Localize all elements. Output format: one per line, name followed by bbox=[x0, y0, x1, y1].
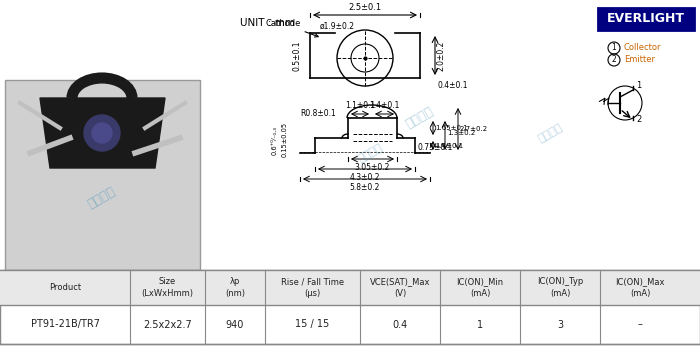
Text: 超毅电子: 超毅电子 bbox=[86, 185, 118, 211]
Text: ø1.9±0.2: ø1.9±0.2 bbox=[320, 22, 355, 31]
Text: IC(ON)_Min
(mA): IC(ON)_Min (mA) bbox=[456, 277, 503, 298]
Text: Collector: Collector bbox=[624, 44, 662, 53]
Text: Emitter: Emitter bbox=[624, 55, 655, 64]
Text: 超毅电子: 超毅电子 bbox=[536, 122, 564, 144]
Text: 15 / 15: 15 / 15 bbox=[295, 319, 330, 330]
Text: 1.65±0.1: 1.65±0.1 bbox=[435, 125, 468, 131]
Text: R0.8±0.1: R0.8±0.1 bbox=[300, 110, 336, 119]
Text: 0.5±0.1: 0.5±0.1 bbox=[293, 41, 302, 71]
Text: Product: Product bbox=[49, 283, 81, 292]
Text: 2: 2 bbox=[612, 55, 617, 64]
Text: 2: 2 bbox=[636, 116, 641, 125]
Text: PT91-21B/TR7: PT91-21B/TR7 bbox=[31, 319, 99, 330]
Text: Size
(LxWxHmm): Size (LxWxHmm) bbox=[141, 277, 193, 298]
Text: IC(ON)_Typ
(mA): IC(ON)_Typ (mA) bbox=[537, 277, 583, 298]
Text: –: – bbox=[638, 319, 643, 330]
Text: IC(ON)_Max
(mA): IC(ON)_Max (mA) bbox=[615, 277, 665, 298]
Text: 0.6⁺⁰⁄₋₀.₃: 0.6⁺⁰⁄₋₀.₃ bbox=[272, 127, 278, 156]
Text: UNIT : mm: UNIT : mm bbox=[240, 18, 295, 28]
Text: VCE(SAT)_Max
(V): VCE(SAT)_Max (V) bbox=[370, 277, 430, 298]
Text: λp
(nm): λp (nm) bbox=[225, 277, 245, 298]
Text: 5.8±0.2: 5.8±0.2 bbox=[350, 183, 380, 192]
Text: EVERLIGHT: EVERLIGHT bbox=[607, 13, 685, 25]
Text: 1: 1 bbox=[477, 319, 483, 330]
Bar bbox=[0, 270, 700, 344]
Text: 1: 1 bbox=[612, 44, 617, 53]
Text: 超毅电子: 超毅电子 bbox=[356, 142, 384, 164]
Bar bbox=[5, 80, 200, 270]
Text: 超毅电子: 超毅电子 bbox=[404, 105, 436, 131]
Text: 1.4±0.1: 1.4±0.1 bbox=[435, 143, 463, 149]
Text: Cathode: Cathode bbox=[265, 19, 318, 37]
Polygon shape bbox=[40, 98, 165, 168]
Text: 2.7±0.2: 2.7±0.2 bbox=[460, 126, 488, 132]
Text: 0.15±0.05: 0.15±0.05 bbox=[282, 121, 288, 157]
Text: 2.5x2x2.7: 2.5x2x2.7 bbox=[143, 319, 192, 330]
Bar bbox=[598, 8, 694, 30]
Text: 1.1±0.1: 1.1±0.1 bbox=[345, 101, 375, 110]
Text: 1.3±0.2: 1.3±0.2 bbox=[447, 130, 475, 136]
Text: 4.3±0.2: 4.3±0.2 bbox=[350, 173, 380, 182]
Circle shape bbox=[92, 123, 112, 143]
Text: 0.75±0.1: 0.75±0.1 bbox=[418, 142, 454, 151]
Circle shape bbox=[84, 115, 120, 151]
Bar bbox=[0, 270, 700, 305]
Text: 0.4: 0.4 bbox=[393, 319, 407, 330]
Text: 940: 940 bbox=[226, 319, 244, 330]
Text: 2.0±0.2: 2.0±0.2 bbox=[437, 41, 446, 71]
Text: 3.05±0.2: 3.05±0.2 bbox=[354, 163, 390, 172]
Text: 3: 3 bbox=[557, 319, 563, 330]
Text: 1: 1 bbox=[636, 81, 641, 90]
Text: 0.4±0.1: 0.4±0.1 bbox=[437, 81, 468, 90]
Text: 1.4±0.1: 1.4±0.1 bbox=[369, 101, 399, 110]
Text: Rise / Fall Time
(μs): Rise / Fall Time (μs) bbox=[281, 277, 344, 298]
Text: 2.5±0.1: 2.5±0.1 bbox=[349, 3, 382, 12]
